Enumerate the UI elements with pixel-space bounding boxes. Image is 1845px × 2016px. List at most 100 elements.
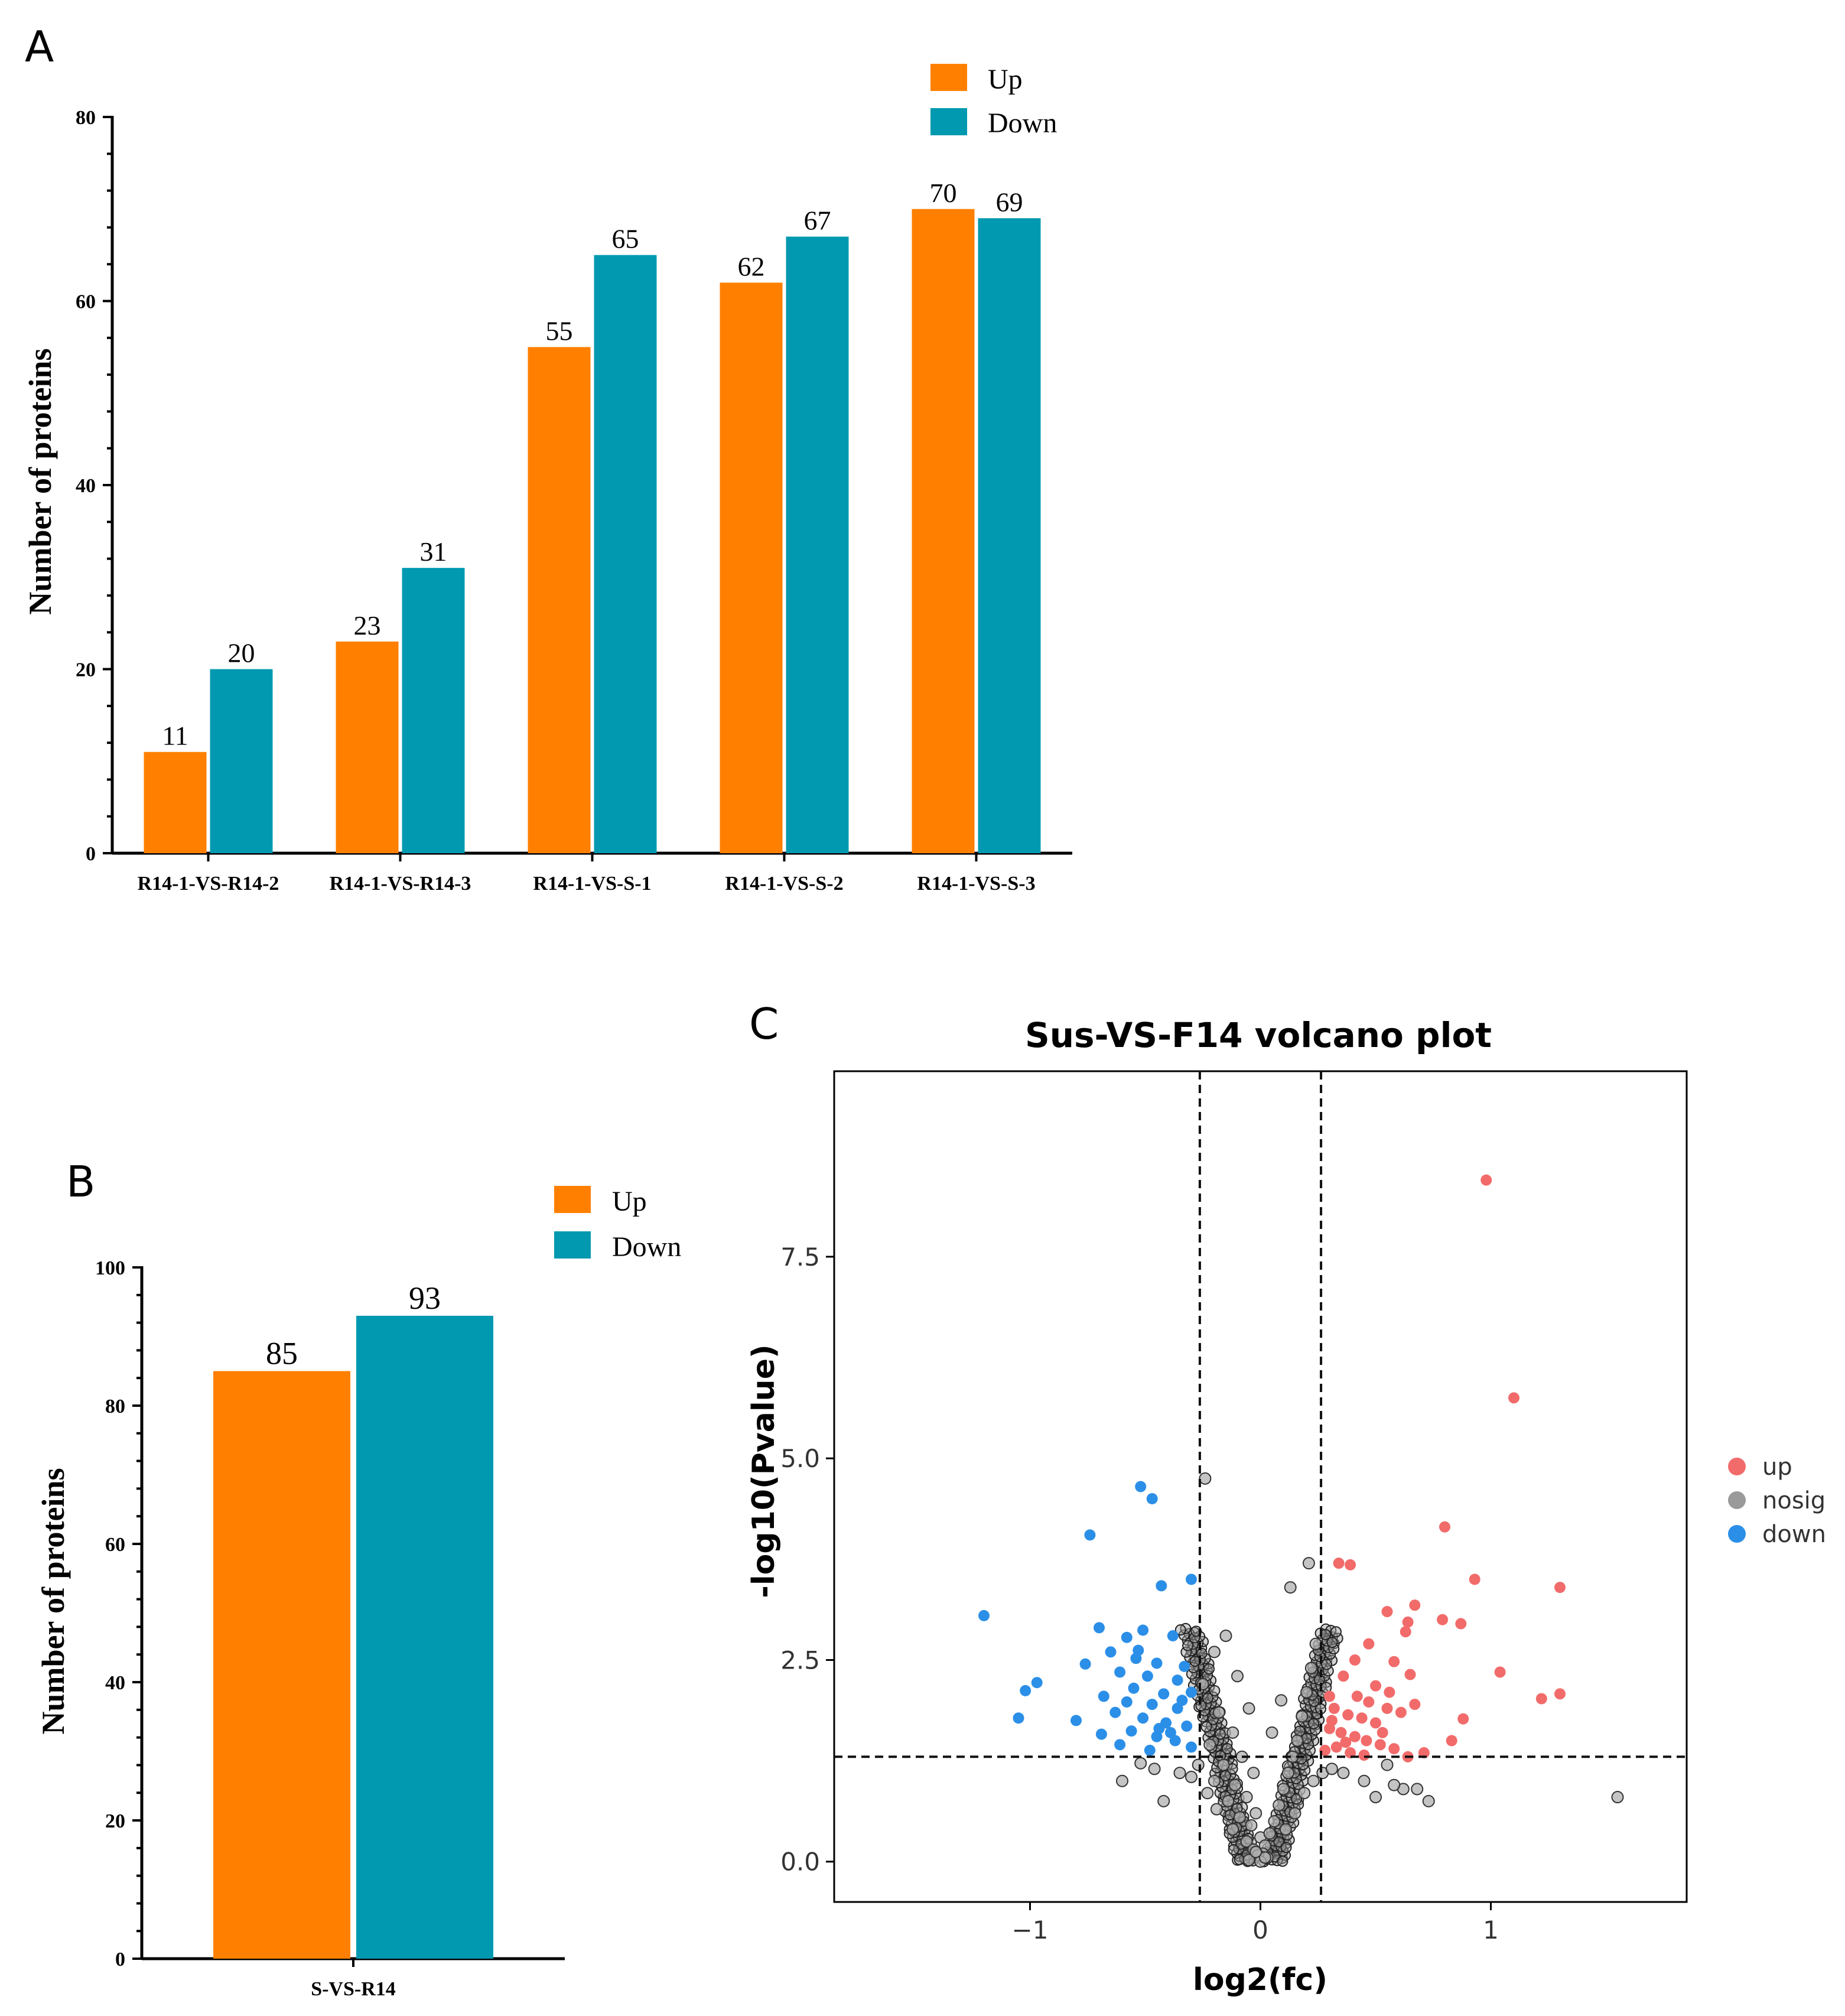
volcano-point-nosig <box>1330 1626 1342 1638</box>
volcano-point-up <box>1356 1712 1368 1724</box>
volcano-point-down <box>1095 1728 1107 1740</box>
volcano-point-nosig <box>1291 1734 1304 1747</box>
panel-c: C Sus-VS-F14 volcano plot −1 0 1 0.0 2.5 5.0 7… <box>746 999 1826 1998</box>
legend-up-label: Up <box>612 1186 647 1217</box>
volcano-point-up <box>1418 1747 1430 1758</box>
bar-up-S-VS-R14 <box>213 1371 350 1959</box>
legend-up-swatch <box>554 1186 591 1213</box>
volcano-point-up <box>1345 1747 1356 1758</box>
legend-down-label: Down <box>988 108 1057 139</box>
volcano-point-down <box>1105 1646 1117 1658</box>
volcano-y-axis-title: -log10(Pvalue) <box>746 1344 782 1598</box>
volcano-point-nosig <box>1281 1767 1294 1780</box>
bar-down-R14-1-VS-S-1 <box>594 255 657 853</box>
legend-down-label: Down <box>612 1231 681 1263</box>
volcano-point-down <box>1121 1696 1133 1708</box>
volcano-point-up <box>1335 1726 1347 1738</box>
panel-b-label: B <box>66 1157 95 1207</box>
volcano-point-up <box>1361 1735 1372 1747</box>
volcano-point-nosig <box>1203 1663 1215 1675</box>
volcano-point-down <box>1109 1706 1121 1718</box>
panel-b-legend: Up Down <box>554 1186 681 1263</box>
volcano-point-nosig <box>1201 1787 1214 1800</box>
volcano-point-nosig <box>1212 1706 1225 1719</box>
volcano-point-down <box>1125 1725 1137 1737</box>
volcano-point-nosig <box>1202 1692 1213 1704</box>
panel-a-y-tick-label: 20 <box>76 659 96 681</box>
volcano-point-up <box>1535 1693 1547 1705</box>
volcano-point-down <box>1176 1695 1188 1706</box>
volcano-legend-down-label: down <box>1762 1521 1826 1548</box>
legend-up-swatch <box>930 64 967 91</box>
panel-b-x-category-label: S-VS-R14 <box>311 1978 396 2000</box>
volcano-point-up <box>1338 1670 1349 1682</box>
volcano-point-down <box>1186 1741 1197 1753</box>
volcano-point-nosig <box>1302 1557 1315 1570</box>
volcano-point-up <box>1480 1174 1492 1186</box>
volcano-point-up <box>1409 1599 1421 1611</box>
volcano-point-nosig <box>1249 1845 1262 1858</box>
volcano-point-nosig <box>1328 1643 1340 1655</box>
volcano-point-up <box>1345 1559 1356 1570</box>
volcano-point-nosig <box>1209 1685 1221 1696</box>
volcano-point-nosig <box>1134 1757 1147 1770</box>
volcano-point-nosig <box>1320 1659 1332 1670</box>
volcano-point-nosig <box>1279 1823 1292 1836</box>
volcano-point-nosig <box>1189 1632 1200 1644</box>
bar-down-R14-1-VS-S-2 <box>786 236 849 854</box>
panel-b-y-tick-label: 80 <box>105 1396 125 1417</box>
volcano-point-nosig <box>1182 1640 1194 1651</box>
volcano-point-nosig <box>1217 1758 1230 1771</box>
volcano-point-down <box>1121 1631 1133 1643</box>
volcano-point-up <box>1384 1686 1395 1698</box>
volcano-point-nosig <box>1381 1758 1394 1771</box>
volcano-point-up <box>1374 1739 1386 1751</box>
volcano-point-nosig <box>1273 1799 1286 1812</box>
volcano-legend: up nosig down <box>1728 1454 1826 1548</box>
volcano-point-nosig <box>1203 1738 1216 1751</box>
volcano-point-up <box>1388 1743 1400 1755</box>
bar-value-label: 62 <box>738 251 765 281</box>
panel-a-y-axis-title: Number of proteins <box>22 348 58 614</box>
volcano-point-down <box>1013 1712 1024 1724</box>
volcano-point-nosig <box>1226 1823 1239 1836</box>
volcano-point-up <box>1381 1702 1393 1714</box>
volcano-point-nosig <box>1284 1581 1297 1594</box>
bar-value-label: 65 <box>612 224 639 254</box>
volcano-legend-nosig-marker <box>1728 1491 1746 1509</box>
volcano-point-nosig <box>1199 1472 1212 1485</box>
volcano-point-nosig <box>1611 1791 1624 1804</box>
volcano-point-nosig <box>1215 1728 1226 1740</box>
volcano-point-nosig <box>1240 1835 1253 1848</box>
volcano-point-down <box>1079 1658 1091 1670</box>
bar-up-R14-1-VS-R14-3 <box>336 641 399 853</box>
bar-up-R14-1-VS-S-2 <box>720 282 783 854</box>
panel-a-bars: 11 20 23 31 55 65 62 67 70 69 <box>144 178 1041 854</box>
volcano-point-down <box>1128 1682 1140 1694</box>
volcano-point-down <box>1186 1686 1197 1698</box>
bar-value-label: 11 <box>162 721 188 751</box>
legend-down-swatch <box>930 108 967 135</box>
bar-value-label: 31 <box>420 536 447 567</box>
volcano-legend-nosig-label: nosig <box>1762 1487 1826 1514</box>
volcano-point-nosig <box>1358 1774 1371 1787</box>
volcano-point-down <box>1137 1624 1149 1636</box>
volcano-point-nosig <box>1189 1656 1201 1667</box>
bar-value-label: 85 <box>266 1336 298 1371</box>
volcano-point-nosig <box>1228 1844 1239 1856</box>
volcano-point-down <box>1141 1670 1153 1682</box>
volcano-point-up <box>1554 1582 1566 1594</box>
panel-b-y-tick-label: 60 <box>105 1534 125 1556</box>
volcano-point-up <box>1494 1666 1506 1678</box>
volcano-point-up <box>1409 1699 1421 1711</box>
volcano-point-down <box>1181 1720 1193 1732</box>
volcano-point-nosig <box>1186 1668 1198 1680</box>
panel-b: B 0 20 40 60 80 100 S-VS-R14 85 93 Number of pr… <box>35 1157 681 2000</box>
volcano-point-down <box>1031 1677 1043 1689</box>
volcano-point-nosig <box>1247 1767 1260 1780</box>
panel-a: A 0 20 40 60 80 R14-1-VS-R14-2 R14-1-VS-R14-3 R… <box>22 22 1072 895</box>
panel-a-y-tick-label: 60 <box>76 291 96 313</box>
volcano-point-up <box>1437 1614 1449 1625</box>
panel-a-y-tick-label: 40 <box>76 475 96 497</box>
